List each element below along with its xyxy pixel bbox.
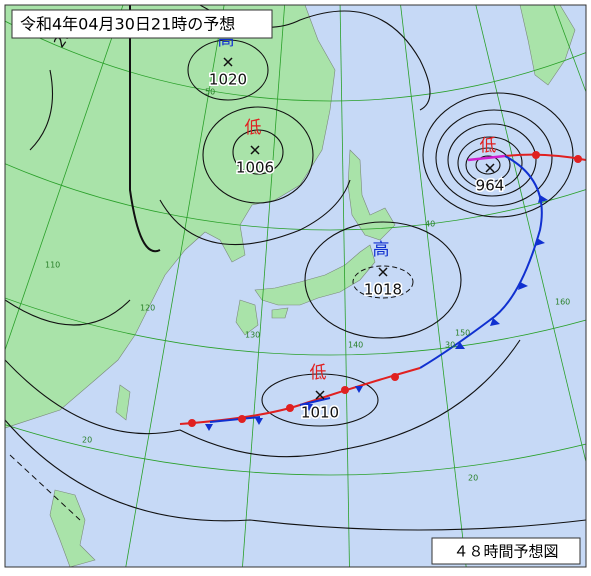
grid-label: 30 <box>445 341 455 350</box>
title-box <box>11 9 273 39</box>
forecast-box <box>431 537 581 565</box>
pressure: 1006 <box>236 159 274 177</box>
center-mark <box>378 267 388 277</box>
pressure: 1010 <box>301 404 339 422</box>
grid-label: 140 <box>348 341 363 350</box>
system-kind: 低 <box>480 136 497 156</box>
center-mark <box>315 390 325 400</box>
center-mark <box>250 145 260 155</box>
grid-label: 50 <box>205 88 215 97</box>
frame <box>4 4 587 568</box>
pressure: 1018 <box>364 281 402 299</box>
grid-label: 20 <box>82 436 92 445</box>
center-mark <box>485 163 495 173</box>
dashed-isobar <box>352 265 414 299</box>
isobars <box>5 5 586 531</box>
center-mark <box>223 57 233 67</box>
title: 令和4年04月30日21時の予想 <box>20 15 235 34</box>
pressure: 1020 <box>209 71 247 89</box>
grid-label: 120 <box>140 304 155 313</box>
grid-label: 160 <box>555 298 570 307</box>
fronts <box>179 151 586 431</box>
grid-label: 20 <box>468 474 478 483</box>
grid-label: 150 <box>455 329 470 338</box>
system-kind: 低 <box>310 363 327 383</box>
system-kind: 高 <box>373 240 390 260</box>
grid-label: 130 <box>245 331 260 340</box>
dashed-isobar <box>9 454 81 521</box>
pressure: 964 <box>476 177 505 195</box>
system-kind: 低 <box>245 118 262 138</box>
grid-label: 110 <box>45 261 60 270</box>
grid-label: 40 <box>425 220 435 229</box>
forecast-label: ４８時間予想図 <box>453 543 558 561</box>
